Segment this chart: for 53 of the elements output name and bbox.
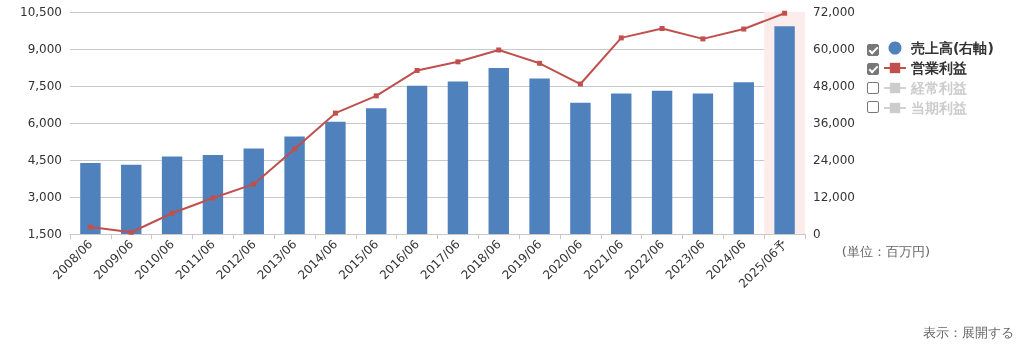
y-tick-label: 6,000 xyxy=(27,116,62,130)
bar xyxy=(325,121,346,234)
bar xyxy=(488,68,509,234)
bar xyxy=(529,78,550,234)
y-tick-label: 1,500 xyxy=(27,227,62,241)
point xyxy=(455,59,461,65)
bar xyxy=(284,136,305,234)
y2-tick-label: 12,000 xyxy=(813,190,855,204)
point xyxy=(700,36,706,42)
bar xyxy=(202,155,224,234)
point xyxy=(292,146,298,152)
bar xyxy=(651,90,673,234)
y-tick-label: 3,000 xyxy=(27,190,62,204)
y-tick-label: 9,000 xyxy=(27,42,62,56)
bar xyxy=(406,85,428,234)
point xyxy=(251,181,257,187)
point xyxy=(414,67,420,73)
point xyxy=(659,26,665,32)
point xyxy=(87,224,93,230)
bar xyxy=(243,148,264,234)
point xyxy=(128,229,134,235)
legend-label: 売上高(右軸) xyxy=(911,40,994,56)
y-tick-label: 7,500 xyxy=(27,79,62,93)
point xyxy=(782,10,788,16)
bar xyxy=(447,81,469,234)
point xyxy=(577,81,583,87)
point xyxy=(618,35,624,41)
bar xyxy=(80,163,101,234)
point xyxy=(169,210,175,216)
bar xyxy=(692,93,714,234)
bar xyxy=(366,108,387,234)
point xyxy=(332,110,338,116)
point xyxy=(373,93,379,99)
bar xyxy=(121,164,142,234)
point xyxy=(210,195,216,201)
y2-tick-label: 36,000 xyxy=(813,116,855,130)
y2-tick-label: 72,000 xyxy=(813,5,855,19)
point xyxy=(537,60,543,66)
y2-tick-label: 24,000 xyxy=(813,153,855,167)
bar xyxy=(570,102,591,234)
text: (単位：百万円) xyxy=(841,244,931,259)
text: 表示：展開する xyxy=(923,325,1014,340)
point xyxy=(741,26,747,32)
y-tick-label: 10,500 xyxy=(20,5,62,19)
y2-tick-label: 60,000 xyxy=(813,42,855,56)
y-tick-label: 4,500 xyxy=(27,153,62,167)
y2-tick-label: 0 xyxy=(813,227,821,241)
legend-label: 営業利益 xyxy=(911,60,967,76)
bar xyxy=(733,82,754,234)
point xyxy=(496,47,502,53)
bar xyxy=(161,156,183,234)
y2-tick-label: 48,000 xyxy=(813,79,855,93)
bar xyxy=(611,93,632,234)
